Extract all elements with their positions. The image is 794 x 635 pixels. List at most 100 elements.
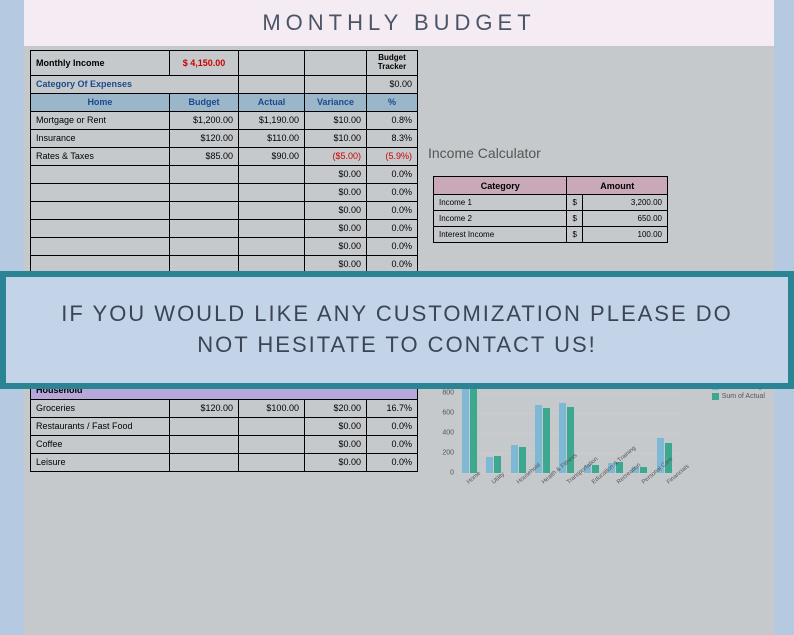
calc-amount[interactable]: 3,200.00 (582, 195, 667, 211)
row-name[interactable] (31, 165, 170, 183)
row-variance: $0.00 (304, 435, 366, 453)
bar-group (486, 456, 508, 473)
income-row: Monthly Income $ 4,150.00 BudgetTracker (31, 51, 418, 76)
calc-currency: $ (567, 227, 582, 243)
bar-budget (486, 457, 493, 473)
ytick: 200 (442, 450, 454, 457)
income-value[interactable]: $ 4,150.00 (169, 51, 238, 76)
table-row: $0.000.0% (31, 237, 418, 255)
empty-cell[interactable] (239, 51, 305, 76)
table-row: Restaurants / Fast Food $0.00 0.0% (31, 417, 418, 435)
col-pct: % (367, 93, 418, 111)
ytick: 800 (442, 390, 454, 397)
row-name[interactable]: Coffee (31, 435, 170, 453)
table-row: Groceries $120.00 $100.00 $20.00 16.7% (31, 399, 418, 417)
tracker-value: $0.00 (367, 75, 418, 93)
calc-currency: $ (567, 195, 582, 211)
calc-currency: $ (567, 211, 582, 227)
row-budget[interactable] (169, 165, 238, 183)
row-budget[interactable]: $85.00 (169, 147, 238, 165)
calc-col-amount: Amount (567, 177, 668, 195)
empty-cell[interactable] (239, 75, 305, 93)
row-actual[interactable]: $1,190.00 (239, 111, 305, 129)
table-row: $0.000.0% (31, 219, 418, 237)
budget-table: Monthly Income $ 4,150.00 BudgetTracker … (30, 50, 418, 472)
row-name[interactable]: Rates & Taxes (31, 147, 170, 165)
row-name[interactable]: Leisure (31, 453, 170, 471)
calc-cat[interactable]: Income 2 (434, 211, 567, 227)
row-actual[interactable] (239, 417, 305, 435)
row-budget[interactable] (169, 435, 238, 453)
col-actual: Actual (239, 93, 305, 111)
row-name[interactable]: Restaurants / Fast Food (31, 417, 170, 435)
row-pct: 16.7% (367, 399, 418, 417)
row-actual[interactable] (239, 183, 305, 201)
row-budget[interactable] (169, 183, 238, 201)
table-row: Insurance $120.00 $110.00 $10.00 8.3% (31, 129, 418, 147)
home-header-row: Home Budget Actual Variance % (31, 93, 418, 111)
table-row: Coffee $0.00 0.0% (31, 435, 418, 453)
ytick: 600 (442, 410, 454, 417)
ytick: 400 (442, 430, 454, 437)
row-pct: 0.0% (367, 165, 418, 183)
row-budget[interactable] (169, 417, 238, 435)
calc-amount[interactable]: 650.00 (582, 211, 667, 227)
ytick: 0 (450, 470, 454, 477)
income-calc-table: Category Amount Income 1 $ 3,200.00 Inco… (433, 176, 668, 243)
row-variance: $10.00 (304, 129, 366, 147)
row-actual[interactable]: $100.00 (239, 399, 305, 417)
col-home: Home (31, 93, 170, 111)
table-row: Leisure $0.00 0.0% (31, 453, 418, 471)
category-row: Category Of Expenses $0.00 (31, 75, 418, 93)
row-budget[interactable]: $120.00 (169, 129, 238, 147)
row-variance: $0.00 (304, 183, 366, 201)
row-variance: $10.00 (304, 111, 366, 129)
calc-title: Income Calculator (428, 145, 768, 161)
row-name[interactable] (31, 183, 170, 201)
row-variance: $0.00 (304, 417, 366, 435)
row-pct: 0.0% (367, 435, 418, 453)
row-actual[interactable] (239, 435, 305, 453)
table-row: $0.00 0.0% (31, 183, 418, 201)
row-variance: $0.00 (304, 165, 366, 183)
table-row: $0.00 0.0% (31, 165, 418, 183)
calc-cat[interactable]: Income 1 (434, 195, 567, 211)
row-actual[interactable] (239, 165, 305, 183)
row-variance: $0.00 (304, 453, 366, 471)
row-pct: 0.0% (367, 183, 418, 201)
calc-row: Income 1 $ 3,200.00 (434, 195, 668, 211)
bar-actual (519, 447, 526, 473)
calc-amount[interactable]: 100.00 (582, 227, 667, 243)
empty-cell[interactable] (304, 51, 366, 76)
row-name[interactable]: Mortgage or Rent (31, 111, 170, 129)
row-pct: (5.9%) (367, 147, 418, 165)
row-budget[interactable]: $1,200.00 (169, 111, 238, 129)
calc-cat[interactable]: Interest Income (434, 227, 567, 243)
xtick: Home (466, 471, 482, 486)
bar-budget (511, 445, 518, 473)
row-actual[interactable] (239, 453, 305, 471)
row-actual[interactable]: $110.00 (239, 129, 305, 147)
calc-row: Interest Income $ 100.00 (434, 227, 668, 243)
row-actual[interactable]: $90.00 (239, 147, 305, 165)
row-pct: 0.0% (367, 417, 418, 435)
col-variance: Variance (304, 93, 366, 111)
row-variance: $20.00 (304, 399, 366, 417)
promo-text: IF YOU WOULD LIKE ANY CUSTOMIZATION PLEA… (36, 299, 758, 361)
row-pct: 8.3% (367, 129, 418, 147)
row-name[interactable]: Insurance (31, 129, 170, 147)
bar-actual (494, 456, 501, 473)
row-budget[interactable]: $120.00 (169, 399, 238, 417)
income-label: Monthly Income (31, 51, 170, 76)
category-label: Category Of Expenses (31, 75, 239, 93)
row-pct: 0.8% (367, 111, 418, 129)
row-name[interactable]: Groceries (31, 399, 170, 417)
empty-cell[interactable] (304, 75, 366, 93)
calc-row: Income 2 $ 650.00 (434, 211, 668, 227)
legend-actual: Sum of Actual (712, 393, 768, 400)
row-variance: ($5.00) (304, 147, 366, 165)
page-title: MONTHLY BUDGET (24, 0, 774, 46)
table-row: Mortgage or Rent $1,200.00 $1,190.00 $10… (31, 111, 418, 129)
calc-col-category: Category (434, 177, 567, 195)
row-budget[interactable] (169, 453, 238, 471)
